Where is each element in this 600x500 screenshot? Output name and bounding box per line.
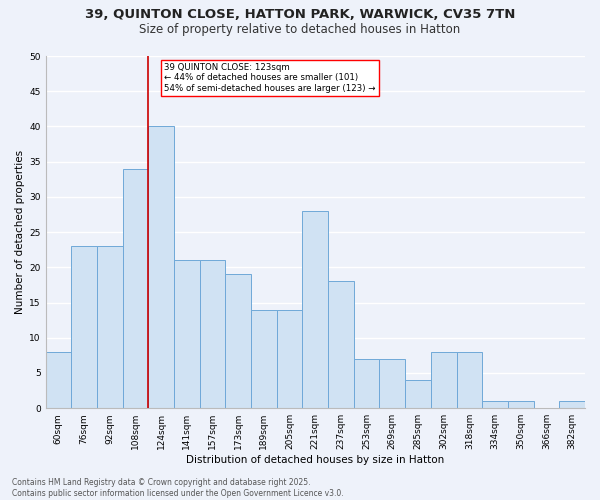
Bar [200,260,226,408]
Bar [148,126,174,408]
Text: Contains HM Land Registry data © Crown copyright and database right 2025.
Contai: Contains HM Land Registry data © Crown c… [12,478,344,498]
Bar [328,282,354,408]
Bar [379,359,405,408]
Bar [431,352,457,408]
Bar [46,352,71,408]
Bar [508,401,533,408]
Bar [354,359,379,408]
Bar [559,401,585,408]
X-axis label: Distribution of detached houses by size in Hatton: Distribution of detached houses by size … [186,455,445,465]
Bar [174,260,200,408]
Bar [97,246,122,408]
Text: 39 QUINTON CLOSE: 123sqm
← 44% of detached houses are smaller (101)
54% of semi-: 39 QUINTON CLOSE: 123sqm ← 44% of detach… [164,63,376,93]
Bar [251,310,277,408]
Y-axis label: Number of detached properties: Number of detached properties [15,150,25,314]
Bar [405,380,431,408]
Bar [226,274,251,408]
Bar [122,168,148,408]
Bar [482,401,508,408]
Bar [277,310,302,408]
Bar [302,211,328,408]
Bar [71,246,97,408]
Bar [457,352,482,408]
Text: 39, QUINTON CLOSE, HATTON PARK, WARWICK, CV35 7TN: 39, QUINTON CLOSE, HATTON PARK, WARWICK,… [85,8,515,20]
Text: Size of property relative to detached houses in Hatton: Size of property relative to detached ho… [139,22,461,36]
